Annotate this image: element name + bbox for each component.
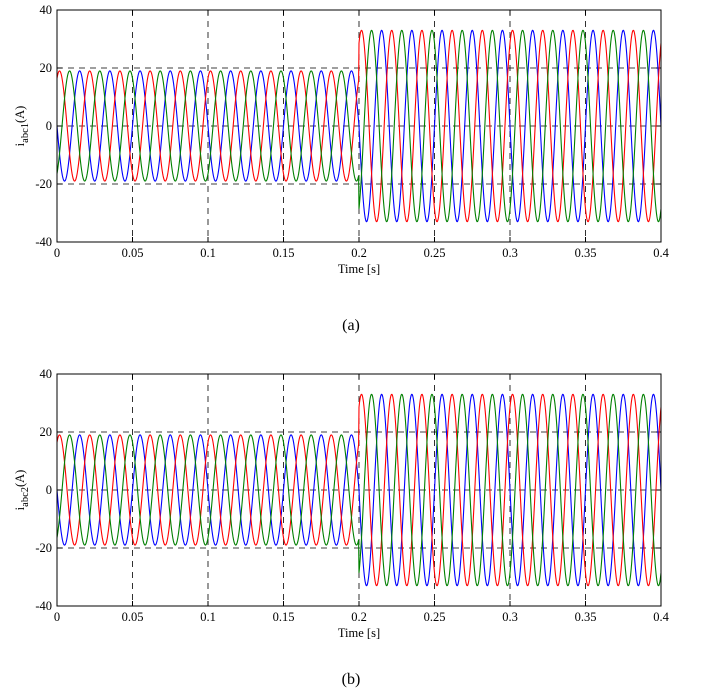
series-line-phase--60 <box>57 29 661 223</box>
x-tick-label: 0.3 <box>502 610 518 624</box>
y-tick-label: 40 <box>40 367 53 381</box>
y-tick-label: -40 <box>35 599 52 613</box>
y-tick-label: 0 <box>46 483 52 497</box>
x-tick-label: 0.25 <box>424 246 446 260</box>
y-tick-label: -40 <box>35 235 52 249</box>
x-tick-label: 0.25 <box>424 610 446 624</box>
series-line-phase-60 <box>57 393 661 587</box>
x-tick-label: 0.4 <box>653 246 669 260</box>
x-tick-label: 0.1 <box>200 610 216 624</box>
x-tick-label: 0.15 <box>273 610 295 624</box>
panel-caption: (a) <box>342 317 360 334</box>
y-tick-label: 20 <box>40 61 53 75</box>
x-tick-label: 0.2 <box>351 610 367 624</box>
x-tick-label: 0.35 <box>575 610 597 624</box>
series-line-phase-60 <box>57 29 661 223</box>
panel-caption: (b) <box>342 671 361 688</box>
y-tick-label: -20 <box>35 177 52 191</box>
x-tick-label: 0 <box>54 610 60 624</box>
x-tick-label: 0.1 <box>200 246 216 260</box>
series-line-phase--60 <box>57 393 661 587</box>
y-tick-label: 40 <box>40 3 53 17</box>
axes-frame <box>56 9 662 243</box>
x-axis-label: Time [s] <box>338 262 380 276</box>
series-line-phase-180 <box>57 29 661 223</box>
y-tick-label: 0 <box>46 119 52 133</box>
chart-panel-a: 0 0.05 0.1 0.15 0.2 0.25 0.3 0.35 0.4 40 20 0 -20 -40… <box>13 3 670 334</box>
y-axis-label: iabc2(A) <box>13 470 31 511</box>
x-axis-label: Time [s] <box>338 626 380 640</box>
x-tick-label: 0.3 <box>502 246 518 260</box>
x-tick-label: 0.2 <box>351 246 367 260</box>
y-axis-label: iabc1(A) <box>13 106 31 147</box>
x-tick-label: 0.35 <box>575 246 597 260</box>
chart-panel-b: 0 0.05 0.1 0.15 0.2 0.25 0.3 0.35 0.4 40 20 0 -20 -40… <box>13 367 670 688</box>
x-tick-label: 0 <box>54 246 60 260</box>
x-tick-label: 0.15 <box>273 246 295 260</box>
x-tick-label: 0.4 <box>653 610 669 624</box>
y-tick-label: -20 <box>35 541 52 555</box>
series-line-phase-180 <box>57 393 661 587</box>
axes-frame <box>56 373 662 607</box>
x-tick-label: 0.05 <box>122 246 144 260</box>
y-tick-label: 20 <box>40 425 53 439</box>
x-tick-label: 0.05 <box>122 610 144 624</box>
